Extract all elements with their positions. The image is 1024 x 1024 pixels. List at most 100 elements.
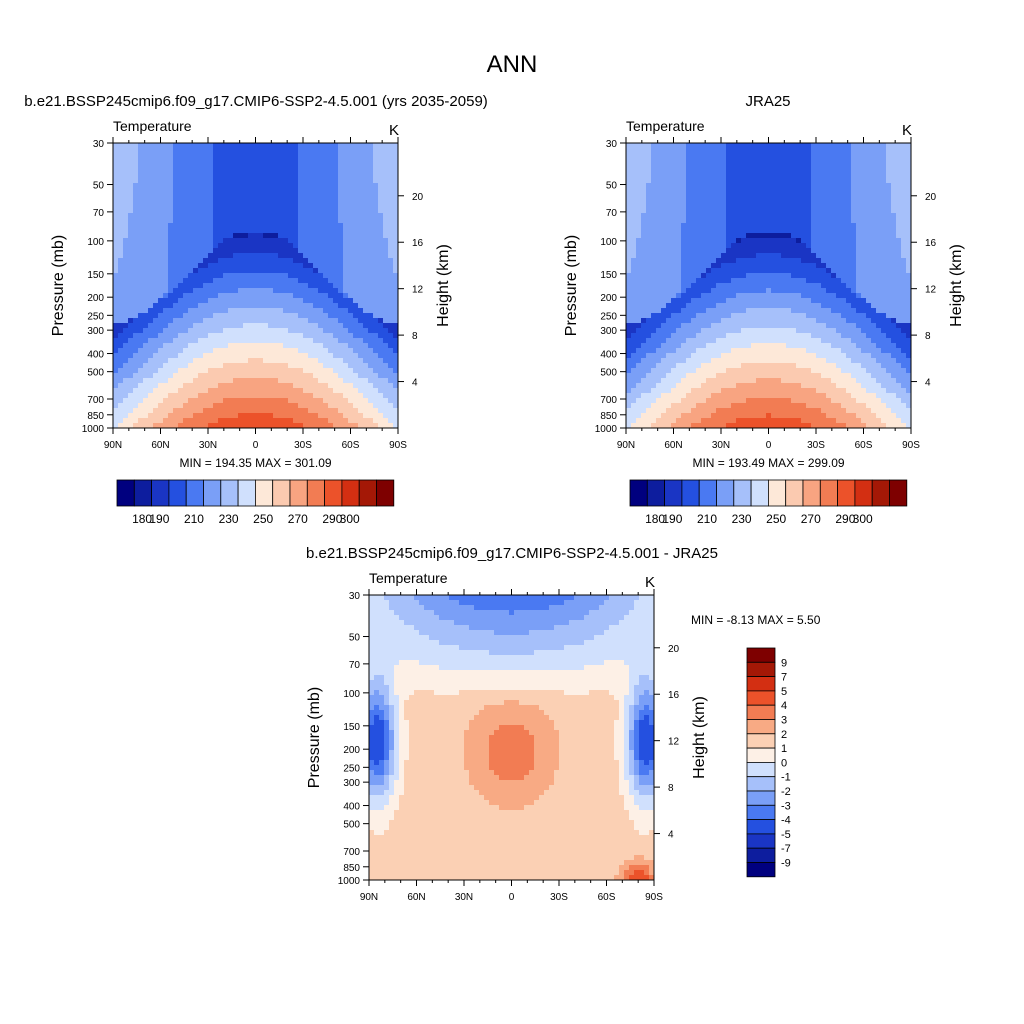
field-cell bbox=[268, 273, 274, 279]
field-cell bbox=[228, 378, 234, 384]
field-cell bbox=[308, 253, 314, 259]
field-cell bbox=[193, 148, 199, 154]
field-cell bbox=[293, 228, 299, 234]
field-cell bbox=[751, 203, 757, 209]
field-cell bbox=[298, 303, 304, 309]
field-cell bbox=[353, 248, 359, 254]
field-cell bbox=[188, 378, 194, 384]
field-cell bbox=[238, 403, 244, 409]
field-cell bbox=[681, 408, 687, 414]
field-cell bbox=[173, 248, 179, 254]
field-cell bbox=[353, 378, 359, 384]
field-cell bbox=[218, 308, 224, 314]
field-cell bbox=[243, 253, 249, 259]
field-cell bbox=[378, 183, 384, 189]
field-cell bbox=[686, 313, 692, 319]
field-cell bbox=[308, 313, 314, 319]
field-cell bbox=[761, 423, 767, 429]
field-cell bbox=[656, 378, 662, 384]
field-cell bbox=[696, 348, 702, 354]
field-cell bbox=[218, 218, 224, 224]
field-cell bbox=[373, 388, 379, 394]
field-cell bbox=[711, 253, 717, 259]
field-cell bbox=[208, 208, 214, 214]
field-cell bbox=[631, 178, 637, 184]
field-cell bbox=[163, 148, 169, 154]
field-cell bbox=[243, 393, 249, 399]
field-cell bbox=[183, 143, 189, 149]
field-cell bbox=[148, 413, 154, 419]
field-cell bbox=[731, 378, 737, 384]
field-cell bbox=[283, 308, 289, 314]
field-cell bbox=[761, 208, 767, 214]
field-cell bbox=[198, 273, 204, 279]
field-cell bbox=[193, 158, 199, 164]
field-cell bbox=[681, 398, 687, 404]
field-cell bbox=[348, 318, 354, 324]
field-cell bbox=[308, 233, 314, 239]
field-cell bbox=[373, 378, 379, 384]
field-cell bbox=[736, 163, 742, 169]
field-cell bbox=[143, 308, 149, 314]
field-cell bbox=[118, 423, 124, 429]
field-cell bbox=[143, 323, 149, 329]
field-cell bbox=[323, 228, 329, 234]
field-cell bbox=[726, 243, 732, 249]
field-cell bbox=[641, 258, 647, 264]
field-cell bbox=[353, 353, 359, 359]
field-cell bbox=[308, 188, 314, 194]
field-cell bbox=[228, 408, 234, 414]
field-cell bbox=[373, 293, 379, 299]
field-cell bbox=[253, 403, 259, 409]
field-cell bbox=[303, 188, 309, 194]
field-cell bbox=[193, 408, 199, 414]
field-cell bbox=[288, 418, 294, 424]
field-cell bbox=[128, 358, 134, 364]
field-cell bbox=[298, 328, 304, 334]
field-cell bbox=[348, 173, 354, 179]
field-cell bbox=[293, 188, 299, 194]
field-cell bbox=[373, 368, 379, 374]
field-cell bbox=[113, 368, 119, 374]
field-cell bbox=[308, 193, 314, 199]
field-cell bbox=[721, 378, 727, 384]
field-cell bbox=[163, 158, 169, 164]
field-cell bbox=[238, 348, 244, 354]
field-cell bbox=[178, 203, 184, 209]
field-cell bbox=[378, 333, 384, 339]
field-cell bbox=[128, 208, 134, 214]
field-cell bbox=[681, 308, 687, 314]
field-cell bbox=[353, 398, 359, 404]
panel-title: b.e21.BSSP245cmip6.f09_g17.CMIP6-SSP2-4.… bbox=[24, 93, 488, 110]
field-cell bbox=[651, 378, 657, 384]
field-cell bbox=[268, 183, 274, 189]
field-cell bbox=[268, 148, 274, 154]
field-cell bbox=[273, 198, 279, 204]
field-cell bbox=[746, 383, 752, 389]
field-cell bbox=[288, 168, 294, 174]
field-cell bbox=[686, 228, 692, 234]
field-cell bbox=[631, 353, 637, 359]
field-cell bbox=[388, 378, 394, 384]
field-cell bbox=[751, 423, 757, 429]
field-cell bbox=[761, 183, 767, 189]
field-cell bbox=[263, 318, 269, 324]
field-cell bbox=[651, 193, 657, 199]
field-cell bbox=[368, 373, 374, 379]
field-cell bbox=[328, 203, 334, 209]
field-cell bbox=[328, 233, 334, 239]
field-cell bbox=[188, 288, 194, 294]
field-cell bbox=[283, 198, 289, 204]
field-cell bbox=[288, 298, 294, 304]
field-cell bbox=[691, 353, 697, 359]
field-cell bbox=[736, 348, 742, 354]
field-cell bbox=[661, 368, 667, 374]
y-tick-label: 250 bbox=[87, 311, 104, 322]
field-cell bbox=[726, 223, 732, 229]
field-cell bbox=[388, 238, 394, 244]
field-cell bbox=[188, 223, 194, 229]
field-cell bbox=[223, 333, 229, 339]
contour-field bbox=[626, 143, 912, 429]
field-cell bbox=[761, 323, 767, 329]
